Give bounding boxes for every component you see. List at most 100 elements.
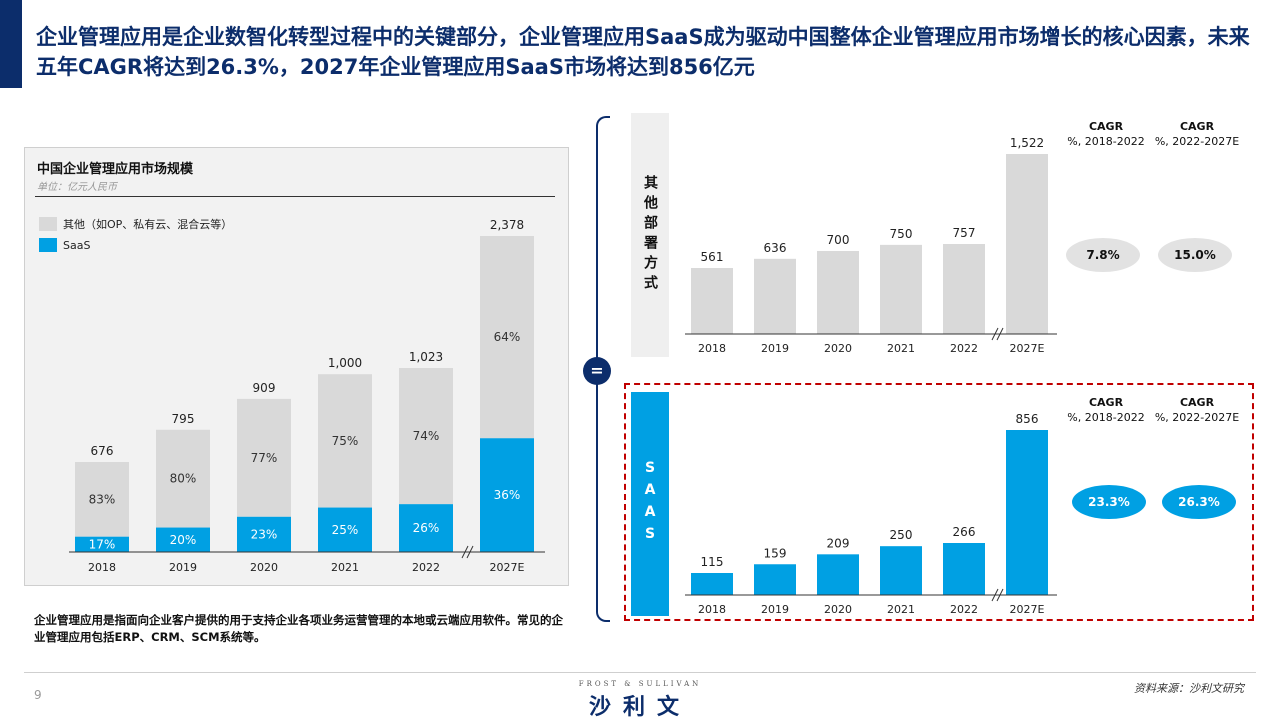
cagr-header-3: CAGR%, 2018-2022 (1067, 396, 1145, 424)
value-label-other-2027E: 1,522 (1010, 136, 1044, 150)
legend-swatch-saas (39, 238, 57, 252)
bar-other-2027E (480, 236, 534, 439)
bar-saas-2027E (1006, 430, 1048, 595)
x-tick-2020: 2020 (250, 561, 278, 574)
value-label-other-2020: 700 (827, 233, 850, 247)
total-label-2019: 795 (172, 412, 195, 426)
value-label-saas-2019: 159 (764, 546, 787, 560)
x-tick-other-2022: 2022 (950, 342, 978, 355)
bar-saas-2019 (156, 527, 210, 552)
frost-sullivan-logo: FROST & SULLIVAN 沙利文 (560, 680, 720, 721)
share-label-other-2021: 75% (332, 434, 359, 448)
saas-label-text: SAAS (642, 460, 658, 548)
logo-wordmark: 沙利文 (588, 695, 691, 720)
definition-note: 企业管理应用是指面向企业客户提供的用于支持企业各项业务运营管理的本地或云端应用软… (34, 613, 563, 644)
x-tick-2018: 2018 (88, 561, 116, 574)
other-bar-chart: 561 2018 636 2019 700 2020 750 2021 757 2022 1,522… (685, 136, 1057, 355)
value-label-other-2021: 750 (890, 227, 913, 241)
other-cagr-2018-2022: 7.8% (1066, 238, 1140, 272)
cagr-header-1: CAGR%, 2018-2022 (1067, 120, 1145, 148)
source-note: 资料来源：沙利文研究 (1134, 682, 1244, 695)
cagr-header-4: CAGR%, 2022-2027E (1154, 396, 1240, 424)
value-label-other-2019: 636 (764, 241, 787, 255)
logo-tagline: FROST & SULLIVAN (578, 680, 702, 688)
bar-saas-2022 (943, 543, 985, 595)
bar-other-2018 (691, 268, 733, 334)
page-title: 企业管理应用是企业数智化转型过程中的关键部分，企业管理应用SaaS成为驱动中国整… (36, 25, 1250, 79)
x-tick-2021: 2021 (331, 561, 359, 574)
saas-cagr-2018-2022: 23.3% (1072, 485, 1146, 519)
bar-other-2027E (1006, 154, 1048, 334)
legend-other: 其他（如OP、私有云、混合云等） (39, 216, 232, 232)
value-label-saas-2021: 250 (890, 528, 913, 542)
bar-saas-2019 (754, 564, 796, 595)
panel-title: 中国企业管理应用市场规模 (37, 162, 194, 177)
other-deployment-label: 其他部署方式 (631, 113, 669, 357)
footer-divider (24, 672, 1256, 673)
share-label-saas-2020: 23% (251, 527, 278, 541)
title-accent-bar (0, 0, 22, 88)
share-label-saas-2019: 20% (170, 533, 197, 547)
x-tick-2022: 2022 (412, 561, 440, 574)
bar-saas-2018 (75, 536, 129, 552)
other-deployment-text: 其他部署方式 (642, 175, 658, 295)
share-label-saas-2022: 26% (413, 521, 440, 535)
x-tick-other-2027E: 2027E (1010, 342, 1045, 355)
bar-saas-2020 (817, 554, 859, 595)
total-label-2020: 909 (253, 381, 276, 395)
bar-other-2021 (880, 244, 922, 334)
total-label-2022: 1,023 (409, 350, 443, 364)
total-label-2018: 676 (91, 444, 114, 458)
value-label-saas-2020: 209 (827, 536, 850, 550)
x-tick-saas-2027E: 2027E (1010, 603, 1045, 616)
x-tick-saas-2018: 2018 (698, 603, 726, 616)
total-label-2021: 1,000 (328, 356, 362, 370)
total-label-2027E: 2,378 (490, 218, 524, 232)
bar-other-2018 (75, 462, 129, 537)
share-label-other-2019: 80% (170, 472, 197, 486)
bar-saas-2022 (399, 504, 453, 552)
bar-other-2019 (156, 429, 210, 528)
share-label-saas-2021: 25% (332, 523, 359, 537)
bar-other-2021 (318, 374, 372, 508)
bar-other-2020 (817, 250, 859, 334)
market-size-panel: 中国企业管理应用市场规模 单位：亿元人民币 其他（如OP、私有云、混合云等） S… (24, 147, 569, 586)
share-label-other-2022: 74% (413, 429, 440, 443)
legend-label-other: 其他（如OP、私有云、混合云等） (63, 218, 233, 231)
bar-saas-2021 (880, 546, 922, 595)
x-tick-other-2020: 2020 (824, 342, 852, 355)
bar-saas-2027E (480, 438, 534, 552)
value-label-saas-2018: 115 (701, 555, 724, 569)
saas-bar-chart: 115 2018 159 2019 209 2020 250 2021 266 2022 856 20… (685, 412, 1057, 616)
share-label-saas-2018: 17% (89, 537, 116, 551)
value-label-saas-2027E: 856 (1016, 412, 1039, 426)
saas-cagr-2022-2027: 26.3% (1162, 485, 1236, 519)
bar-other-2019 (754, 258, 796, 334)
panel-divider (35, 196, 555, 197)
share-label-saas-2027E: 36% (494, 488, 521, 502)
x-tick-saas-2020: 2020 (824, 603, 852, 616)
bar-saas-2018 (691, 573, 733, 595)
panel-unit: 单位：亿元人民币 (37, 182, 117, 193)
cagr-header-2: CAGR%, 2022-2027E (1154, 120, 1240, 148)
x-tick-2027E: 2027E (490, 561, 525, 574)
saas-label: SAAS (631, 392, 669, 616)
value-label-other-2022: 757 (953, 226, 976, 240)
bar-other-2022 (943, 244, 985, 334)
other-cagr-2022-2027: 15.0% (1158, 238, 1232, 272)
bar-other-2022 (399, 368, 453, 505)
share-label-other-2018: 83% (89, 492, 116, 506)
x-tick-other-2019: 2019 (761, 342, 789, 355)
bar-other-2020 (237, 398, 291, 517)
value-label-saas-2022: 266 (953, 525, 976, 539)
x-tick-other-2021: 2021 (887, 342, 915, 355)
x-tick-saas-2021: 2021 (887, 603, 915, 616)
share-label-other-2020: 77% (251, 451, 278, 465)
stacked-bar-chart: 676 83% 17% 2018 795 80% 20% 2019 909 77% 23% 2020 1… (69, 218, 545, 574)
bar-saas-2021 (318, 507, 372, 552)
x-tick-saas-2022: 2022 (950, 603, 978, 616)
saas-highlight-box (624, 383, 1254, 621)
legend-swatch-other (39, 217, 57, 231)
equals-badge: = (583, 357, 611, 385)
x-tick-other-2018: 2018 (698, 342, 726, 355)
